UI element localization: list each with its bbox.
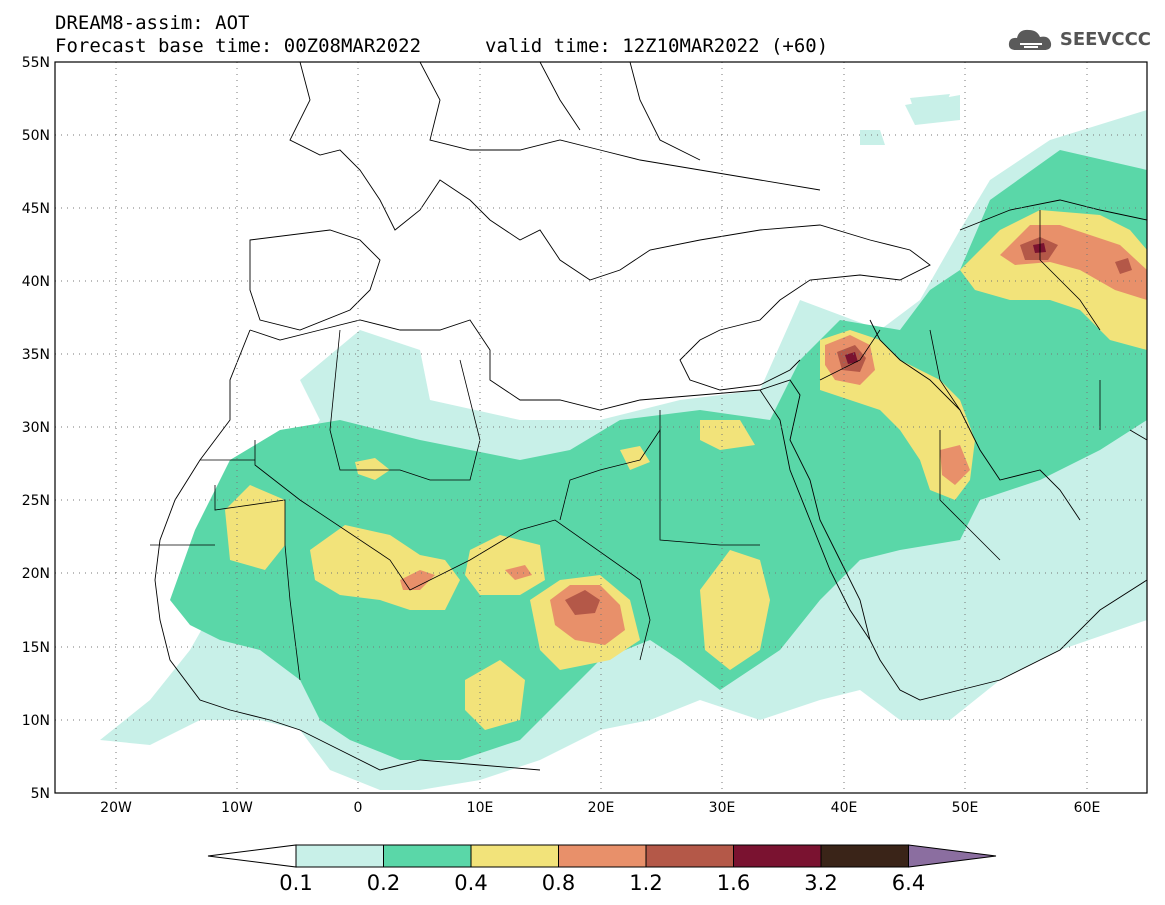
colorbar-level: 6.4 (892, 871, 925, 895)
colorbar-level: 0.4 (454, 871, 487, 895)
lon-label: 30E (709, 800, 736, 816)
cloud-icon (1008, 29, 1051, 50)
lat-label: 5N (31, 786, 50, 802)
valid-time-label: valid time: 12Z10MAR2022 (+60) (485, 35, 829, 57)
lat-label: 50N (22, 128, 50, 144)
lon-label: 20E (588, 800, 615, 816)
colorbar-level: 0.8 (542, 871, 575, 895)
lat-label: 20N (22, 566, 50, 582)
lon-label: 10W (221, 800, 253, 816)
lat-label: 35N (22, 347, 50, 363)
grid (55, 62, 1147, 793)
map-title: DREAM8-assim: AOT (55, 12, 250, 34)
colorbar-segment (733, 844, 822, 868)
colorbar-segment (470, 844, 559, 868)
colorbar-segment (295, 844, 384, 868)
lon-label: 0 (354, 800, 363, 816)
latitude-labels: 55N 50N 45N 40N 35N 30N 25N 20N 15N 10N … (22, 55, 50, 802)
lon-label: 50E (952, 800, 979, 816)
colorbar-over-arrow (908, 844, 997, 868)
colorbar-level: 3.2 (804, 871, 837, 895)
lon-label: 40E (831, 800, 858, 816)
base-time-label: Forecast base time: 00Z08MAR2022 (55, 35, 422, 57)
lon-label: 20W (100, 800, 132, 816)
lat-label: 30N (22, 420, 50, 436)
colorbar-segment (383, 844, 472, 868)
colorbar-segment (645, 844, 734, 868)
seevccc-logo: SEEVCCC (1006, 24, 1151, 54)
lat-label: 25N (22, 493, 50, 509)
colorbar-segment (558, 844, 647, 868)
colorbar-level: 1.6 (717, 871, 750, 895)
borders (150, 210, 1101, 681)
colorbar-level: 0.1 (279, 871, 312, 895)
lat-label: 40N (22, 274, 50, 290)
lat-label: 15N (22, 640, 50, 656)
colorbar-segment (820, 844, 909, 868)
colorbar-level: 1.2 (629, 871, 662, 895)
lat-label: 45N (22, 201, 50, 217)
lon-label: 60E (1074, 800, 1101, 816)
colorbar-level: 0.2 (367, 871, 400, 895)
lat-label: 55N (22, 55, 50, 71)
colorbar: 0.1 0.2 0.4 0.8 1.2 1.6 3.2 6.4 (207, 844, 997, 895)
map-frame (54, 61, 1148, 794)
lon-label: 10E (467, 800, 494, 816)
logo-text: SEEVCCC (1059, 28, 1151, 50)
coastlines (154, 62, 1147, 771)
colorbar-under-arrow (207, 844, 297, 868)
longitude-labels: 20W 10W 0 10E 20E 30E 40E 50E 60E (100, 800, 1100, 816)
aot-field (100, 94, 1147, 790)
lat-label: 10N (22, 713, 50, 729)
